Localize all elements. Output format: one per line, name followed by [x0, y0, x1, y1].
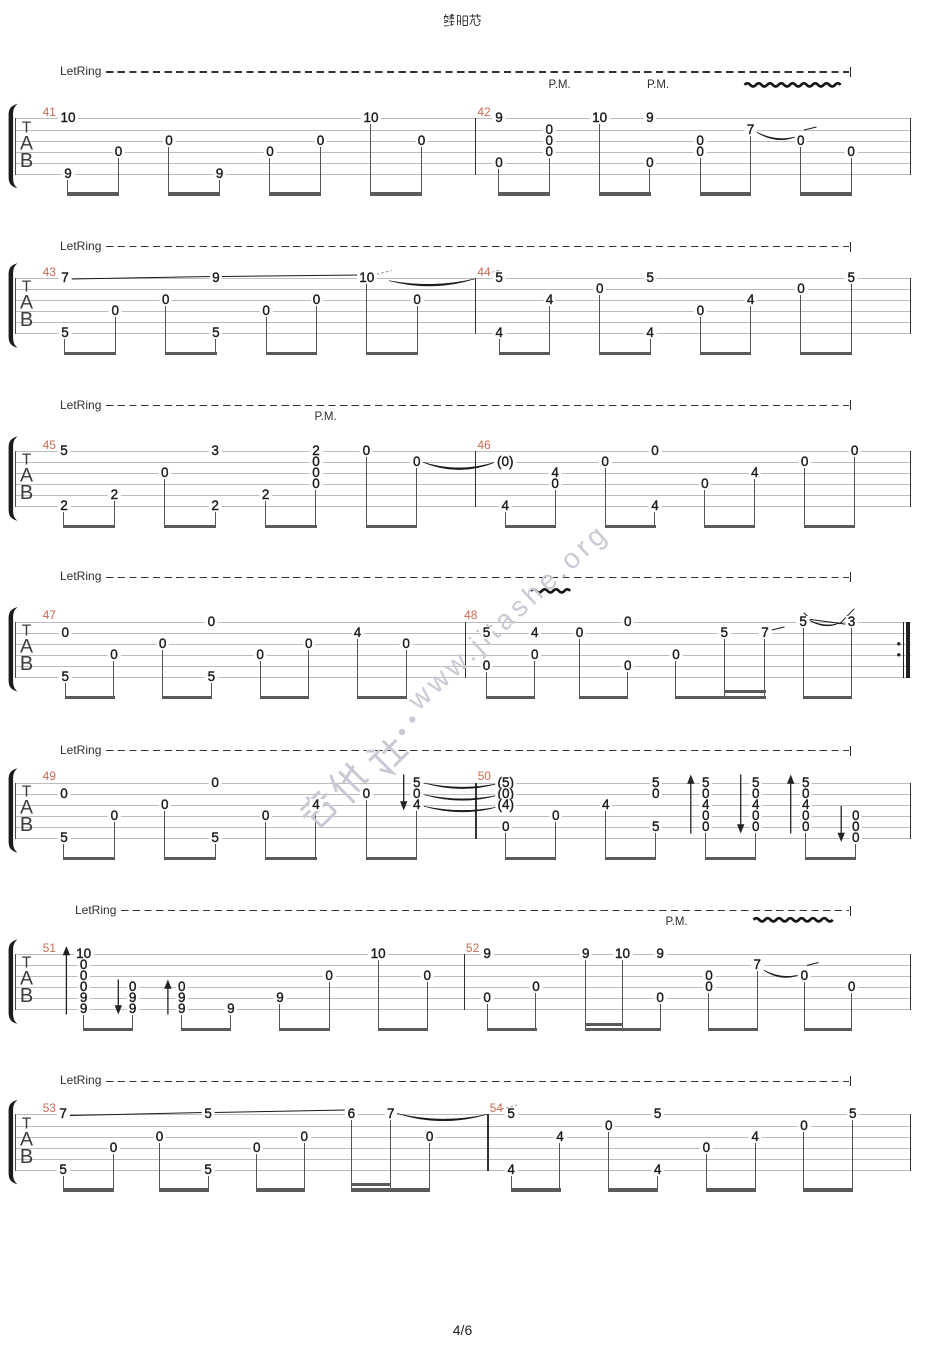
- svg-text:www.jitashe.org: www.jitashe.org: [401, 517, 615, 717]
